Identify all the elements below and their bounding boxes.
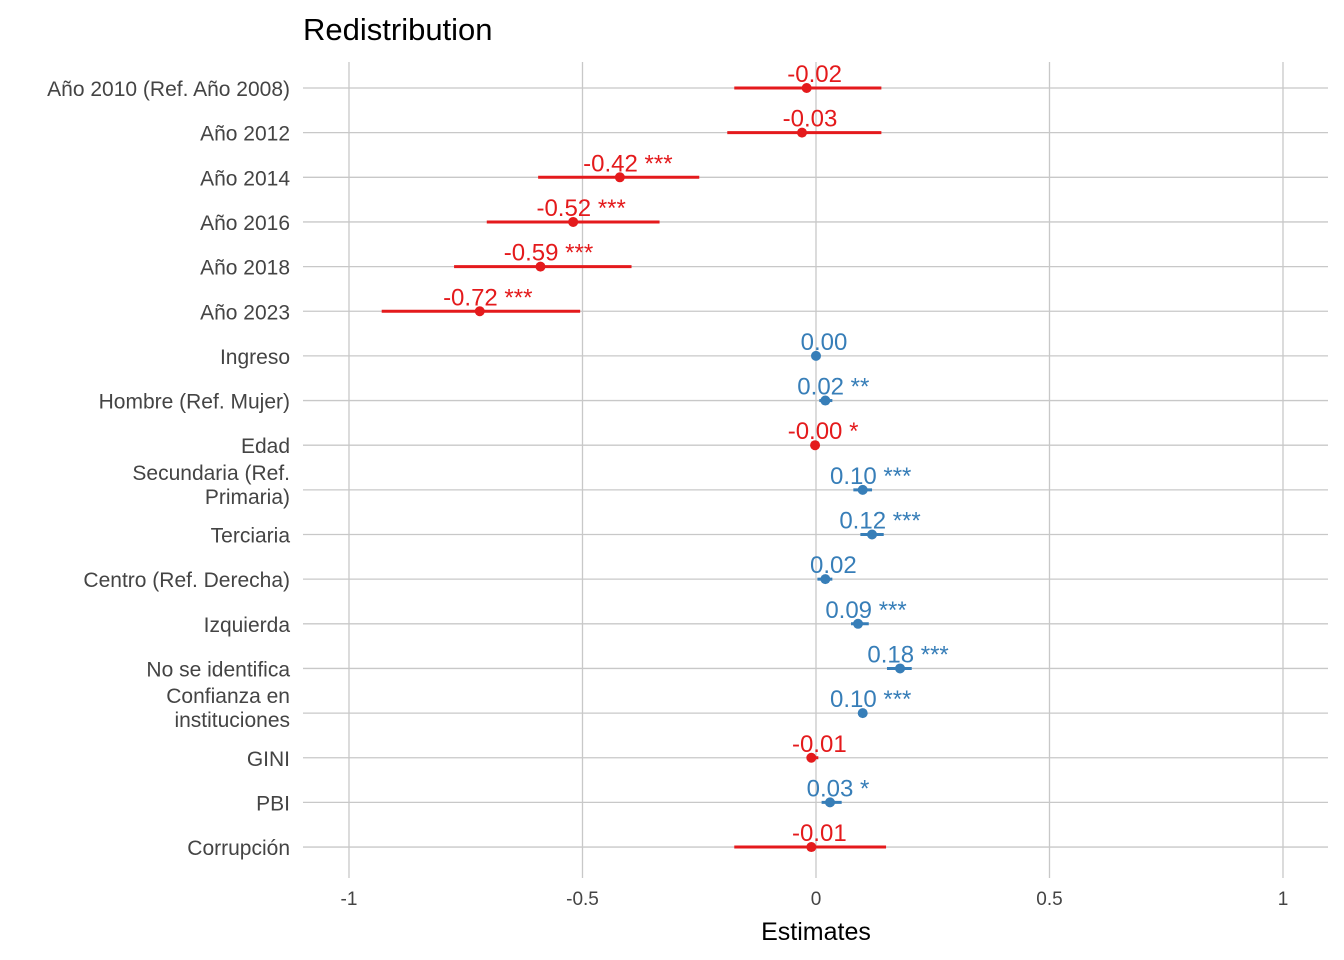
- point-estimate: [820, 395, 831, 406]
- point-estimate: [853, 618, 864, 629]
- estimate-label: 0.02: [810, 552, 857, 579]
- point-estimate: [857, 708, 868, 719]
- x-tick-label: 0: [811, 889, 822, 910]
- point-estimate: [895, 663, 906, 674]
- point-estimate: [825, 797, 836, 808]
- y-axis-label: Secundaria (Ref. Primaria): [132, 462, 290, 509]
- y-axis-label: Izquierda: [204, 614, 291, 637]
- estimate-label: 0.00: [801, 329, 848, 356]
- y-axis-label: Terciaria: [211, 525, 291, 548]
- estimate-label: -0.00 *: [788, 418, 859, 445]
- x-axis-label: Estimates: [761, 918, 871, 946]
- estimate-label: 0.18 ***: [867, 641, 948, 668]
- estimate-label: 0.10 ***: [830, 463, 911, 490]
- y-axis-label: Confianza en instituciones: [166, 685, 290, 732]
- point-estimate: [474, 306, 485, 317]
- y-axis-label: Año 2018: [200, 257, 290, 280]
- estimate-label: -0.42 ***: [583, 150, 672, 177]
- y-axis-label: Año 2023: [200, 301, 290, 324]
- y-axis-label: Corrupción: [187, 837, 290, 860]
- estimate-label: 0.02 **: [797, 374, 869, 401]
- estimate-label: -0.02: [787, 61, 842, 88]
- y-axis-label: Año 2016: [200, 212, 290, 235]
- y-axis-label: No se identifica: [146, 658, 290, 681]
- chart-title: Redistribution: [303, 12, 493, 47]
- y-axis-label: Centro (Ref. Derecha): [83, 569, 290, 592]
- y-axis-label: GINI: [247, 748, 290, 771]
- y-axis-label: Año 2014: [200, 167, 290, 190]
- x-tick-label: -1: [341, 889, 358, 910]
- estimate-marks: -0.02 -0.03 -0.42 *** -0.52 *** -0.59 *** -0.…: [381, 61, 949, 853]
- point-estimate: [568, 216, 579, 227]
- point-estimate: [867, 529, 878, 540]
- y-axis-label: Edad: [241, 435, 290, 458]
- y-axis-label-line: instituciones: [174, 709, 290, 732]
- estimate-label: -0.52 ***: [536, 195, 625, 222]
- vertical-gridlines: [348, 62, 1284, 878]
- y-axis-label: Hombre (Ref. Mujer): [99, 391, 290, 414]
- point-estimate: [801, 83, 812, 93]
- estimate-label: 0.10 ***: [830, 686, 911, 713]
- estimate-label: 0.09 ***: [825, 597, 906, 624]
- y-axis-labels: Año 2010 (Ref. Año 2008) Año 2012 Año 2014…: [47, 78, 290, 860]
- y-axis-label-line: Confianza en: [166, 685, 290, 708]
- estimate-label: -0.03: [783, 106, 838, 133]
- point-estimate: [820, 574, 831, 585]
- point-estimate: [857, 484, 868, 495]
- point-estimate: [535, 261, 546, 272]
- y-axis-label: Ingreso: [220, 346, 290, 369]
- point-estimate: [806, 842, 817, 853]
- x-tick-label: -0.5: [566, 889, 599, 910]
- estimate-label: -0.72 ***: [443, 284, 532, 311]
- y-axis-label-line: Primaria): [205, 486, 290, 509]
- point-estimate: [811, 350, 821, 361]
- point-estimate: [796, 127, 807, 138]
- y-axis-label-line: Secundaria (Ref.: [132, 462, 290, 485]
- point-estimate: [806, 752, 817, 763]
- point-estimate: [810, 440, 821, 451]
- y-axis-label: PBI: [256, 792, 290, 815]
- point-estimate: [614, 172, 625, 183]
- estimate-label: -0.01: [792, 820, 847, 847]
- x-axis-tick-labels: -1 -0.5 0 0.5 1: [341, 889, 1289, 910]
- estimate-label: 0.12 ***: [839, 508, 920, 535]
- y-axis-label: Año 2012: [200, 123, 290, 146]
- y-axis-label: Año 2010 (Ref. Año 2008): [47, 78, 290, 101]
- estimate-label: -0.59 ***: [504, 240, 593, 267]
- estimate-label: 0.03 *: [807, 775, 870, 802]
- x-tick-label: 1: [1278, 889, 1289, 910]
- x-tick-label: 0.5: [1036, 889, 1062, 910]
- estimate-label: -0.01: [792, 731, 847, 758]
